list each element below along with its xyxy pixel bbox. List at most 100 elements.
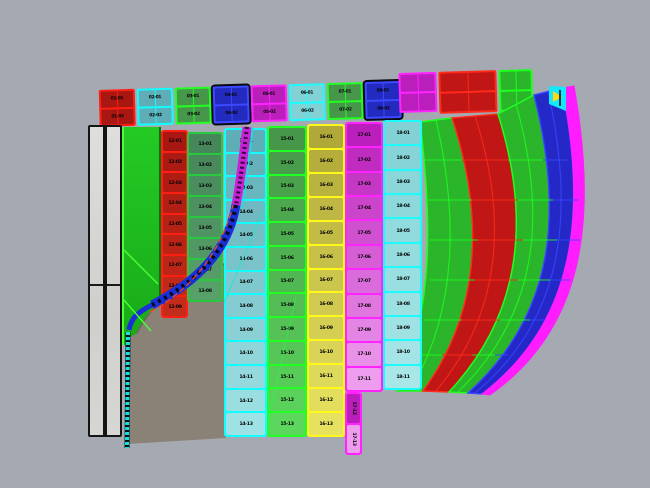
panel-label: 14-04 [238,208,253,215]
panel-cell[interactable]: 12-05 [163,214,186,234]
panel-cell[interactable]: 15-12 [269,389,305,412]
panel-cell[interactable]: 15-05 [269,223,305,245]
panel-cell[interactable]: 12-02 [163,152,186,172]
panel-cell[interactable]: 15-03 [269,175,305,198]
panel-cell[interactable]: 18-04 [385,195,420,218]
panel-cell[interactable]: 17-13 [347,424,360,453]
panel-cell[interactable]: 15-09 [269,318,305,340]
panel-cell[interactable]: 12-06 [163,235,186,255]
band-magenta-edge[interactable] [480,85,585,396]
panel-cell[interactable]: 18-02 [385,146,420,169]
panel-cell[interactable]: 15-01 [269,128,305,150]
panel-cell[interactable]: 15-02 [269,151,305,174]
panel-cell[interactable]: 17-09 [347,318,381,342]
panel-cell[interactable]: 15-04 [269,199,305,222]
panel-cell[interactable]: 17-01 [347,124,381,147]
panel-cell[interactable]: 18-09 [385,316,420,340]
panel-cell[interactable]: 13-04 [189,197,221,216]
panel-cell[interactable]: 18-11 [385,365,420,388]
panel-cell[interactable]: 16-08 [309,293,343,316]
panel-cell[interactable]: 17-12 [347,394,360,423]
panel-label: 15-11 [280,373,294,380]
panel-cell[interactable]: 16-07 [309,269,343,292]
panel-cell[interactable]: 17-02 [347,148,381,171]
sweep-curve-taper [126,302,154,331]
panel-cell[interactable]: 13-05 [189,218,221,237]
panel-cell[interactable]: 18-01 [385,122,420,145]
panel-label: 17-11 [357,375,371,382]
panel-cell[interactable]: 17-11 [347,367,381,390]
panel-label: 14-05 [238,232,253,239]
panel-cell[interactable]: 16-09 [309,317,343,340]
panel-cell[interactable]: 12-01 [163,132,186,151]
panel-label: 17-01 [357,132,371,139]
panel-cell[interactable]: 16-05 [309,221,343,244]
panel-cell[interactable]: 18-06 [385,243,420,267]
panel-strip-yellow: 16-01 16-02 16-03 16-04 16-05 16-06 16-07 16-08… [307,124,345,437]
panel-cell[interactable]: 18-07 [385,268,420,291]
panel-cell[interactable]: 18-08 [385,292,420,315]
panel-cell[interactable]: 15-07 [269,270,305,293]
panel-cell[interactable]: 14-07 [226,271,265,294]
panel-label: 13-04 [198,203,212,210]
panel-cell[interactable]: 14-08 [226,295,265,317]
slat-right[interactable] [107,127,120,435]
panel-label: 16-06 [319,253,333,260]
panel-cell[interactable]: 14-10 [226,342,265,365]
panel-cell[interactable]: 16-03 [309,173,343,196]
panel-label: 15-02 [280,159,294,166]
sweep-curve-magenta-top[interactable] [231,126,252,206]
panel-cell[interactable]: 13-01 [189,134,221,153]
panel-cell[interactable]: 17-04 [347,197,381,220]
panel-cell[interactable]: 13-08 [189,281,221,300]
panel-cell[interactable]: 18-05 [385,219,420,242]
panel-cell[interactable]: 12-04 [163,194,186,213]
panel-cell[interactable]: 15-06 [269,246,305,269]
shadow-surface [126,264,226,444]
panel-cell[interactable]: 17-07 [347,270,381,293]
panel-cell[interactable]: 15-13 [269,413,305,435]
panel-cell[interactable]: 14-11 [226,366,265,388]
panel-cell[interactable]: 16-12 [309,389,343,412]
panel-cell[interactable]: 18-10 [385,341,420,364]
sweep-curve-dashes [151,204,238,307]
panel-cell[interactable]: 16-01 [309,126,343,148]
panel-cell[interactable]: 14-09 [226,318,265,341]
panel-cell[interactable]: 17-06 [347,245,381,269]
panel-cell[interactable]: 15-11 [269,365,305,388]
panel-cell[interactable]: 14-12 [226,389,265,412]
panel-cell[interactable]: 16-13 [309,413,343,435]
panel-cell[interactable]: 12-07 [163,256,186,275]
panel-label: 18-01 [395,130,410,137]
panel-cell[interactable]: 16-06 [309,245,343,268]
corner-flag[interactable] [549,86,566,111]
panel-cell[interactable]: 13-03 [189,176,221,195]
panel-cell[interactable]: 17-08 [347,294,381,317]
slat-left[interactable] [90,127,103,435]
panel-cell[interactable]: 17-03 [347,172,381,196]
panel-cell[interactable]: 12-03 [163,173,186,193]
panel-cell[interactable]: 16-04 [309,197,343,220]
sweep-curve-blue[interactable] [149,204,241,309]
orange-guide-curve[interactable] [149,204,234,313]
panel-label: 18-04 [395,203,410,210]
panel-cell[interactable]: 13-02 [189,155,221,174]
panel-cell[interactable]: 16-11 [309,365,343,388]
panel-strip-magenta: 17-01 17-02 17-03 17-04 17-05 17-06 17-07 17-08… [345,122,383,392]
panel-cell[interactable]: 17-05 [347,221,381,244]
panel-label: 14-06 [238,255,253,262]
panel-cell[interactable]: 15-10 [269,341,305,364]
panel-label: 12-05 [167,221,182,227]
panel-cell[interactable]: 14-06 [226,248,265,270]
panel-cell[interactable]: 18-03 [385,170,420,194]
panel-cell[interactable]: 14-13 [226,413,265,435]
panel-label: 16-07 [319,277,333,284]
slat-panels[interactable] [88,125,122,437]
panel-cell[interactable]: 16-02 [309,149,343,172]
panel-cell[interactable]: 16-10 [309,341,343,364]
panel-cell[interactable]: 12-09 [163,297,186,317]
panel-cell[interactable]: 17-10 [347,343,381,366]
panel-label: 17-09 [357,327,371,333]
panel-cell[interactable]: 15-08 [269,294,305,317]
